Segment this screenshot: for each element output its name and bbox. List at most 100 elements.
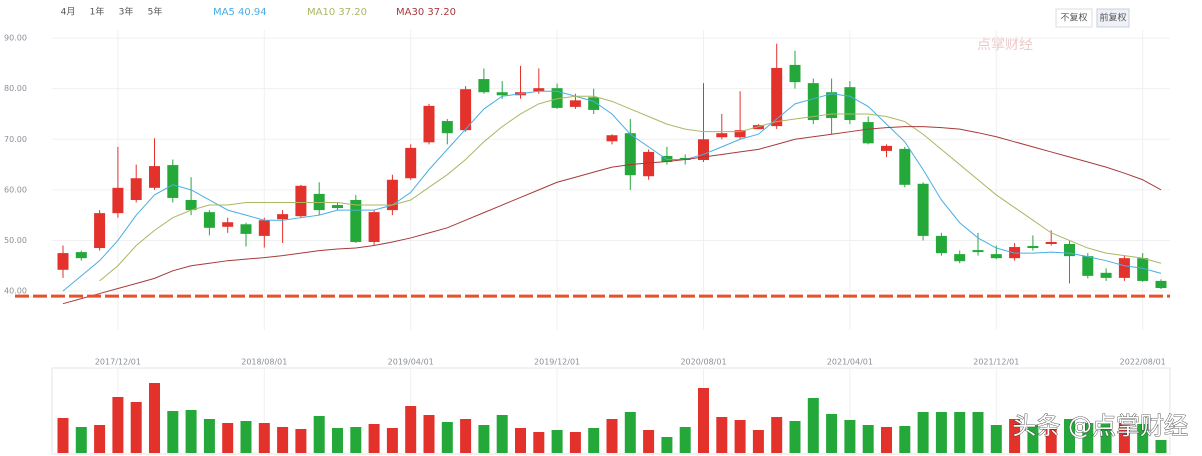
candle-body [1155, 280, 1167, 289]
range-button[interactable]: 5年 [148, 6, 163, 18]
legend-entry: MA30 37.20 [396, 7, 456, 18]
candle-body [1137, 258, 1149, 281]
volume-bar [57, 418, 69, 453]
volume-bar [423, 415, 435, 453]
volume-bar [1045, 427, 1057, 453]
button-frame[interactable] [1055, 8, 1093, 28]
candle-body [1064, 243, 1075, 257]
candle-body [935, 235, 947, 254]
volume-bar [734, 420, 746, 453]
candle-body [167, 165, 179, 198]
candle-body [881, 145, 892, 151]
range-button[interactable]: 1年 [90, 6, 105, 18]
volume-bar [295, 429, 307, 453]
candle-body [94, 213, 106, 249]
candle-body [1118, 258, 1130, 278]
volume-bar [130, 402, 142, 453]
candle-body [240, 224, 252, 234]
candle-body [624, 133, 636, 176]
candle-body [1027, 246, 1039, 249]
candle-body [551, 88, 563, 108]
volume-bar [1100, 424, 1112, 453]
candle-body [130, 178, 142, 200]
candle-body [405, 147, 417, 179]
candle-body [203, 212, 215, 228]
volume-bar [643, 430, 655, 453]
volume-bar [1155, 440, 1167, 453]
volume-bar [368, 424, 380, 453]
volume-bar [167, 411, 179, 453]
volume-bar [972, 412, 984, 453]
candle-body [441, 121, 453, 134]
volume-bar [405, 406, 417, 453]
candle-body [57, 253, 69, 270]
volume-bar [826, 414, 838, 453]
candle-body [807, 83, 819, 121]
volume-bar [94, 425, 106, 453]
legend-value: 40.94 [238, 7, 267, 18]
candle-body [350, 199, 362, 242]
x-tick-label: 2019/12/01 [534, 358, 580, 367]
candle-body [771, 67, 783, 127]
candle-body [789, 64, 801, 83]
volume-bar [899, 426, 911, 453]
candle-body [972, 250, 984, 253]
volume-bar [277, 427, 289, 453]
candle-body [606, 135, 618, 142]
candle-body [313, 193, 325, 211]
volume-bar [752, 430, 764, 453]
x-tick-label: 2021/12/01 [973, 358, 1019, 367]
volume-bar [551, 430, 563, 453]
candle-body [258, 220, 270, 236]
candle-body [368, 212, 380, 242]
volume-bar [917, 412, 929, 453]
candle-body [277, 214, 289, 220]
range-button[interactable]: 3年 [119, 6, 134, 18]
legend-name: MA30 [396, 7, 424, 18]
volume-bar [1137, 424, 1149, 453]
volume-bar [807, 398, 819, 453]
button-frame[interactable] [1096, 8, 1130, 28]
volume-bar [844, 420, 856, 453]
volume-bar [350, 427, 362, 453]
adjust-button[interactable]: 前复权 [1099, 12, 1126, 24]
volume-bar [332, 428, 343, 453]
range-button[interactable]: 4月 [61, 7, 76, 18]
volume-frame [51, 367, 1171, 455]
adjust-button[interactable]: 不复权 [1060, 12, 1087, 24]
candle-body [862, 122, 874, 144]
candle-body [332, 205, 343, 209]
candle-body [1100, 272, 1112, 278]
volume-bar [1009, 419, 1021, 453]
volume-bar [569, 432, 581, 453]
x-tick-label: 2018/08/01 [241, 358, 287, 367]
legend-name: MA5 [213, 7, 235, 18]
x-tick-label: 2022/08/01 [1120, 358, 1166, 367]
y-tick-label: 40.00 [4, 287, 27, 296]
candle-body [734, 130, 746, 138]
volume-bar [386, 428, 398, 453]
candle-body [478, 79, 490, 93]
volume-bar [624, 412, 636, 453]
volume-bar [990, 425, 1002, 453]
candle-body [1045, 241, 1057, 244]
volume-bar [112, 397, 124, 453]
volume-bar [881, 427, 892, 453]
candle-body [496, 92, 508, 96]
volume-bar [661, 437, 673, 453]
volume-bar [1118, 423, 1130, 453]
volume-bar [862, 425, 874, 453]
candle-body [222, 222, 234, 227]
volume-bar [313, 416, 325, 453]
volume-bar [240, 421, 252, 453]
volume-bar [441, 422, 453, 453]
volume-bar [789, 421, 801, 453]
candle-body [185, 199, 197, 211]
volume-bar [1064, 419, 1075, 453]
volume-bar [588, 428, 600, 453]
candle-body [643, 151, 655, 177]
candle-body [460, 89, 472, 131]
ma-line [99, 95, 1162, 282]
